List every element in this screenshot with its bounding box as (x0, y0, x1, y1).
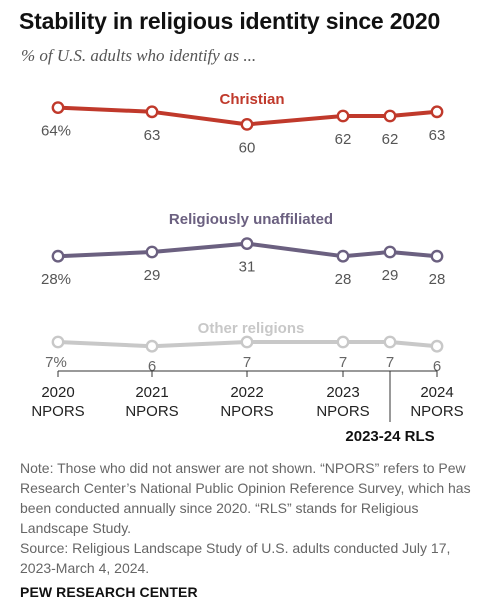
other-religions-point (145, 339, 159, 353)
christian-value-label: 62 (382, 131, 399, 148)
other-religions-value-label: 7 (243, 354, 251, 371)
rls-label: 2023-24 RLS (345, 428, 434, 445)
christian-line (56, 105, 439, 127)
other-religions-point (240, 335, 254, 349)
other-religions-value-label: 7% (45, 354, 67, 371)
x-tick-label-survey: NPORS (220, 403, 273, 420)
religiously-unaffiliated-value-label: 29 (382, 267, 399, 284)
religiously-unaffiliated-line (56, 241, 439, 259)
christian-point (145, 105, 159, 119)
chart-subtitle: % of U.S. adults who identify as ... (21, 46, 257, 65)
religiously-unaffiliated-point (145, 245, 159, 259)
christian-value-label: 64% (41, 123, 71, 140)
x-tick-label-year: 2023 (326, 384, 359, 401)
religiously-unaffiliated-value-label: 28 (335, 271, 352, 288)
christian-point (336, 109, 350, 123)
religiously-unaffiliated-point (336, 249, 350, 263)
religiously-unaffiliated-value-label: 29 (144, 267, 161, 284)
religiously-unaffiliated-point (240, 237, 254, 251)
other-religions-value-label: 7 (386, 354, 394, 371)
christian-point (430, 105, 444, 119)
religiously-unaffiliated-value-label: 28% (41, 271, 71, 288)
other-religions-point (383, 335, 397, 349)
christian-point (51, 101, 65, 115)
other-religions-series-label: Other religions (198, 320, 305, 337)
religiously-unaffiliated-point (51, 249, 65, 263)
christian-value-label: 63 (144, 127, 161, 144)
other-religions-point (430, 339, 444, 353)
chart-source: Source: Religious Landscape Study of U.S… (20, 540, 451, 576)
christian-point (383, 109, 397, 123)
christian-value-label: 60 (239, 139, 256, 156)
religiously-unaffiliated-point (430, 249, 444, 263)
christian-point (240, 118, 254, 131)
x-tick-label-year: 2022 (230, 384, 263, 401)
christian-value-label: 63 (429, 127, 446, 144)
x-tick-label-survey: NPORS (31, 403, 84, 420)
x-tick-label-year: 2024 (420, 384, 453, 401)
x-tick-label-survey: NPORS (410, 403, 463, 420)
religiously-unaffiliated-series-label: Religiously unaffiliated (169, 211, 333, 228)
chart-title: Stability in religious identity since 20… (19, 8, 441, 34)
other-religions-value-label: 6 (433, 358, 441, 375)
x-tick-label-year: 2020 (41, 384, 74, 401)
other-religions-line (56, 340, 439, 349)
x-tick-label-year: 2021 (135, 384, 168, 401)
other-religions-point (51, 335, 65, 349)
chart-note: Note: Those who did not answer are not s… (20, 460, 471, 536)
publisher-credit: PEW RESEARCH CENTER (20, 584, 198, 600)
religiously-unaffiliated-value-label: 28 (429, 271, 446, 288)
christian-series-label: Christian (219, 91, 284, 108)
other-religions-value-label: 7 (339, 354, 347, 371)
line-chart: 64% 63 60 62 62 63 Christian 28% 29 31 28 29 28 Relig… (31, 91, 463, 445)
religiously-unaffiliated-value-label: 31 (239, 259, 256, 276)
x-tick-label-survey: NPORS (316, 403, 369, 420)
other-religions-point (336, 335, 350, 349)
x-tick-label-survey: NPORS (125, 403, 178, 420)
other-religions-value-label: 6 (148, 358, 156, 375)
christian-value-label: 62 (335, 131, 352, 148)
religiously-unaffiliated-point (383, 245, 397, 259)
